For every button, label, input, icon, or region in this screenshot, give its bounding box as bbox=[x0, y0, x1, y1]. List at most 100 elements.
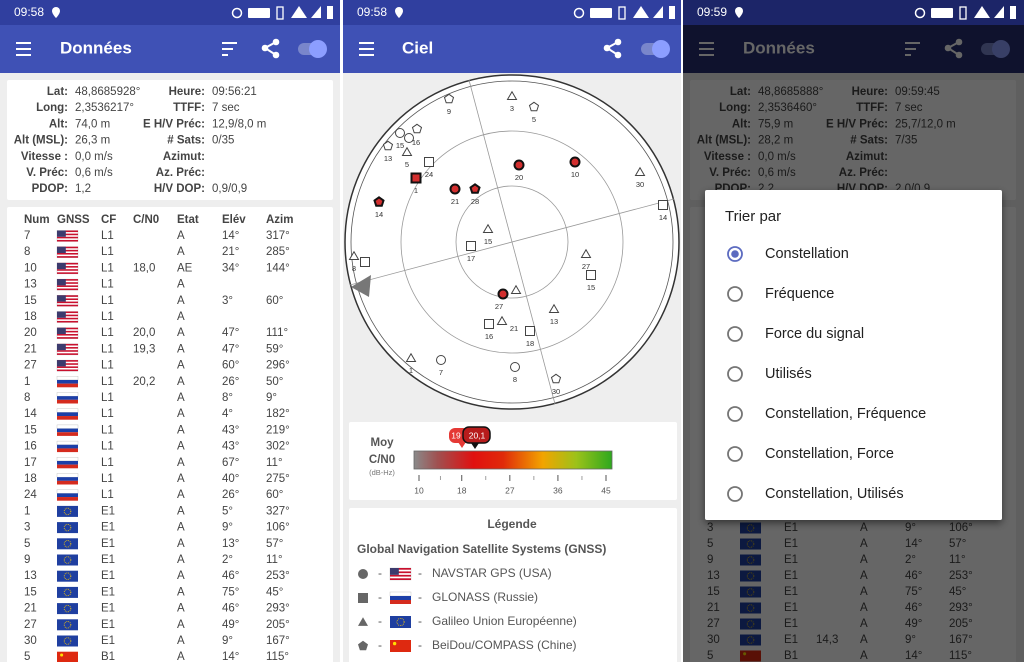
table-cell: 8 bbox=[24, 246, 30, 258]
flag-stripe bbox=[57, 295, 78, 297]
table-cell: A bbox=[177, 392, 185, 404]
sort-button[interactable] bbox=[222, 42, 237, 56]
toolbar bbox=[0, 25, 341, 73]
flag-stripe bbox=[57, 366, 78, 368]
flag-canton bbox=[57, 295, 66, 302]
satellite-marker bbox=[510, 284, 522, 294]
legend-entry: BeiDou/COMPASS (Chine) bbox=[432, 638, 577, 652]
sort-option[interactable]: Constellation, Fréquence bbox=[727, 406, 926, 422]
table-cell: 5° bbox=[222, 505, 233, 517]
table-cell: L1 bbox=[101, 457, 114, 469]
flag-field bbox=[390, 616, 411, 628]
flag-band bbox=[56, 408, 79, 413]
menu-line bbox=[359, 42, 374, 44]
table-cell: 14 bbox=[24, 408, 37, 420]
satellite-label: 18 bbox=[526, 339, 534, 348]
table-cell: 60° bbox=[266, 295, 283, 307]
alarm-icon bbox=[914, 7, 926, 19]
satellite-marker bbox=[482, 223, 494, 233]
info-card bbox=[7, 80, 333, 200]
option-label[interactable]: Force du signal bbox=[765, 326, 864, 342]
table-header: Num bbox=[24, 214, 50, 226]
table-cell: 15 bbox=[24, 586, 37, 598]
info-value: 09:56:21 bbox=[212, 86, 257, 98]
menu-button[interactable] bbox=[359, 42, 374, 56]
flag-stars bbox=[63, 637, 72, 645]
table-cell: A bbox=[177, 505, 185, 517]
battery-icon bbox=[327, 6, 333, 19]
cn0-marker-tip bbox=[471, 443, 479, 449]
flag-eu bbox=[57, 522, 78, 534]
table-cell: 182° bbox=[266, 408, 290, 420]
option-label[interactable]: Constellation, Fréquence bbox=[765, 406, 926, 422]
info-value: 26,3 m bbox=[75, 135, 110, 147]
table-cell: 106° bbox=[266, 522, 290, 534]
table-cell: 24 bbox=[24, 489, 37, 501]
flag-ru bbox=[56, 440, 79, 453]
table-cell: 253° bbox=[266, 570, 290, 582]
share-dot bbox=[272, 38, 280, 46]
panel-gutter bbox=[681, 0, 683, 662]
sort-option[interactable]: Fréquence bbox=[727, 286, 834, 302]
flag-stars bbox=[63, 523, 72, 532]
flag-stripe bbox=[57, 314, 78, 317]
table-cell: L1 bbox=[101, 376, 114, 388]
sort-option[interactable]: Force du signal bbox=[727, 326, 864, 342]
option-label[interactable]: Constellation, Utilisés bbox=[765, 486, 904, 502]
flag-stripe bbox=[57, 230, 78, 233]
table-cell: 115° bbox=[266, 651, 289, 662]
option-label[interactable]: Utilisés bbox=[765, 366, 812, 382]
share-button[interactable] bbox=[603, 38, 622, 59]
sort-option[interactable]: Constellation, Force bbox=[727, 446, 894, 462]
legend-shape bbox=[358, 640, 368, 651]
info-label: PDOP: bbox=[32, 183, 68, 195]
sort-option[interactable]: Constellation, Utilisés bbox=[727, 486, 904, 502]
table-cell: 30 bbox=[24, 635, 37, 647]
table-cell: A bbox=[177, 360, 185, 372]
toggle-switch[interactable] bbox=[641, 40, 670, 58]
satellite-label: 14 bbox=[659, 213, 667, 222]
toolbar-title: Ciel bbox=[402, 38, 433, 57]
option-label[interactable]: Constellation, Force bbox=[765, 446, 894, 462]
flag-stripe bbox=[57, 298, 78, 301]
option-label[interactable]: Constellation bbox=[765, 246, 849, 262]
table-cell: 59° bbox=[266, 343, 283, 355]
legend-title: Légende bbox=[487, 517, 537, 531]
info-value: 12,9/8,0 m bbox=[212, 118, 266, 130]
flag-band bbox=[57, 444, 78, 449]
flag-stripe bbox=[57, 288, 78, 291]
menu-button[interactable] bbox=[16, 42, 31, 56]
flag-stripe bbox=[57, 249, 78, 252]
flag-band bbox=[57, 432, 78, 436]
satellite-label: 5 bbox=[532, 115, 536, 124]
satellite-label: 7 bbox=[439, 368, 443, 377]
share-dot bbox=[261, 44, 269, 52]
table-cell: L1 bbox=[101, 360, 114, 372]
location-icon bbox=[395, 7, 403, 18]
flag-star bbox=[60, 653, 64, 657]
share-button[interactable] bbox=[261, 38, 280, 59]
toggle-switch[interactable] bbox=[298, 40, 327, 58]
flag-stars bbox=[63, 588, 72, 597]
option-label[interactable]: Fréquence bbox=[765, 286, 834, 302]
satellite-label: 16 bbox=[412, 138, 420, 147]
flag-stripe bbox=[57, 333, 78, 336]
table-cell: A bbox=[177, 424, 185, 436]
table-cell: A bbox=[177, 554, 185, 566]
table-cell: 1 bbox=[24, 376, 30, 388]
table-header: C/N0 bbox=[133, 214, 159, 226]
table-header: Etat bbox=[177, 214, 199, 226]
cn0-unit-label: C/N0 bbox=[369, 454, 395, 466]
sort-option[interactable]: Constellation bbox=[727, 246, 849, 262]
sort-option[interactable]: Utilisés bbox=[727, 366, 812, 382]
alarm-icon bbox=[573, 7, 585, 19]
info-label: Lat: bbox=[47, 86, 68, 98]
flag-band bbox=[57, 428, 78, 433]
satellite-marker bbox=[548, 303, 560, 313]
table-cell: 293° bbox=[266, 603, 290, 615]
signal-icon bbox=[653, 6, 663, 18]
satellite-label: 24 bbox=[425, 170, 433, 179]
info-value: 7 sec bbox=[212, 102, 240, 114]
satellite-marker bbox=[405, 352, 417, 362]
